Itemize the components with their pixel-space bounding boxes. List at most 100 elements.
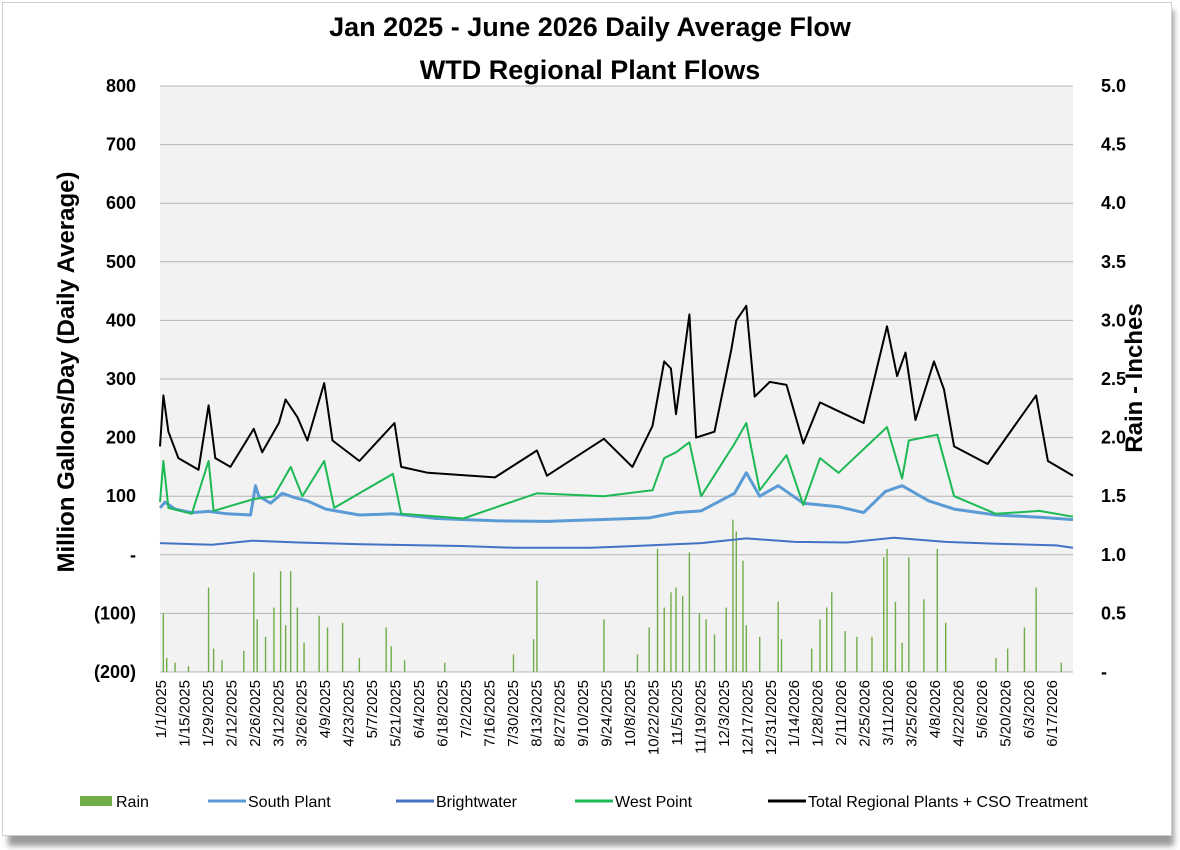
rain-bar xyxy=(253,572,255,672)
x-tick-label: 5/20/2026 xyxy=(997,680,1014,747)
y-tick-left: 300 xyxy=(106,369,136,389)
legend-label: West Point xyxy=(615,794,693,811)
rain-bar xyxy=(856,636,858,672)
x-tick-label: 3/12/2025 xyxy=(270,680,287,747)
rain-bar xyxy=(390,646,392,672)
rain-bar xyxy=(358,657,361,672)
x-tick-label: 5/21/2025 xyxy=(388,680,405,747)
x-tick-label: 1/28/2026 xyxy=(810,680,827,747)
series-line-brightwater xyxy=(159,536,1074,549)
rain-bar xyxy=(648,627,650,672)
rain-bar xyxy=(512,654,515,672)
y-tick-right: 1.0 xyxy=(1101,545,1126,565)
rain-bar xyxy=(279,571,282,672)
y-tick-right: 3.5 xyxy=(1101,252,1126,272)
x-tick-label: 2/25/2026 xyxy=(857,680,874,747)
rain-bar xyxy=(871,636,873,672)
rain-bar xyxy=(1035,587,1037,672)
chart-subtitle: WTD Regional Plant Flows xyxy=(419,55,761,85)
legend-label: Brightwater xyxy=(436,794,518,811)
x-tick-label: 8/13/2025 xyxy=(528,680,545,747)
x-tick-label: 4/22/2026 xyxy=(950,680,967,747)
legend-label: Total Regional Plants + CSO Treatment xyxy=(808,794,1088,811)
x-tick-label: 2/26/2025 xyxy=(247,680,264,747)
x-tick-label: 12/17/2025 xyxy=(739,680,756,755)
rain-bar xyxy=(819,619,821,672)
x-tick-label: 4/8/2026 xyxy=(927,680,944,738)
rain-bar xyxy=(1006,648,1009,672)
rain-bar xyxy=(688,552,691,672)
x-tick-label: 6/3/2026 xyxy=(1021,680,1038,738)
y-tick-right: 4.5 xyxy=(1101,135,1126,155)
x-tick-label: 12/3/2025 xyxy=(716,680,733,747)
y-tick-left: (200) xyxy=(94,662,136,682)
rain-bar xyxy=(532,639,535,672)
rain-bar xyxy=(936,548,939,672)
y-tick-left: (100) xyxy=(94,603,136,623)
legend-swatch-rain xyxy=(80,796,112,806)
rain-bar xyxy=(735,531,737,672)
x-tick-label: 2/11/2026 xyxy=(833,680,850,746)
rain-bar xyxy=(341,622,344,672)
rain-bar xyxy=(725,607,727,672)
x-tick-label: 1/15/2025 xyxy=(176,680,193,747)
rain-bar xyxy=(923,599,925,672)
rain-bar xyxy=(166,657,168,672)
rain-bar xyxy=(162,613,165,672)
x-tick-label: 3/25/2026 xyxy=(904,680,921,747)
rain-bar xyxy=(207,587,210,672)
rain-bar xyxy=(944,622,947,672)
rain-bar xyxy=(759,636,761,672)
rain-bar xyxy=(1060,662,1062,672)
rain-bar xyxy=(663,607,665,672)
x-tick-label: 10/8/2025 xyxy=(622,680,639,747)
rain-bar xyxy=(273,607,275,672)
x-tick-label: 1/14/2026 xyxy=(786,680,803,747)
x-tick-label: 11/5/2025 xyxy=(669,680,686,746)
x-tick-label: 1/29/2025 xyxy=(200,680,217,747)
y-tick-right: 2.0 xyxy=(1101,428,1126,448)
rain-bar xyxy=(385,627,387,672)
rain-bar xyxy=(318,615,320,672)
y-tick-right: 2.5 xyxy=(1101,369,1126,389)
rain-bar xyxy=(844,630,846,672)
rain-bar xyxy=(894,601,897,672)
rain-bar xyxy=(403,660,406,672)
x-tick-label: 7/30/2025 xyxy=(505,680,522,747)
rain-bar xyxy=(670,592,672,672)
rain-bar xyxy=(1023,627,1026,672)
rain-bar xyxy=(810,648,813,672)
rain-bar xyxy=(221,660,223,672)
x-tick-label: 6/18/2025 xyxy=(434,680,451,747)
rain-bar xyxy=(536,580,538,672)
x-tick-label: 4/23/2025 xyxy=(341,680,358,747)
y-tick-left: 100 xyxy=(106,486,136,506)
rain-bar xyxy=(212,648,215,672)
legend-label: Rain xyxy=(116,794,149,811)
x-tick-label: 2/12/2025 xyxy=(223,680,240,747)
y-tick-right: 4.0 xyxy=(1101,193,1126,213)
rain-bar xyxy=(777,601,779,672)
x-tick-label: 7/2/2025 xyxy=(458,680,475,738)
rain-bar xyxy=(742,560,744,672)
rain-bar xyxy=(243,650,245,672)
rain-bar xyxy=(656,548,659,672)
y-tick-left: 200 xyxy=(106,428,136,448)
x-tick-label: 3/11/2026 xyxy=(880,680,897,746)
rain-bar xyxy=(780,639,783,672)
rain-bar xyxy=(826,607,828,672)
y-tick-right: 0.5 xyxy=(1101,603,1126,623)
x-tick-label: 5/6/2026 xyxy=(974,680,991,738)
x-tick-label: 1/1/2025 xyxy=(153,680,170,738)
rain-bar xyxy=(713,634,716,672)
rain-bar xyxy=(995,657,997,672)
x-tick-label: 5/7/2025 xyxy=(364,680,381,738)
y-tick-right: 1.5 xyxy=(1101,486,1126,506)
rain-bar xyxy=(603,619,605,672)
legend-label: South Plant xyxy=(248,794,331,811)
rain-bar xyxy=(284,625,287,672)
rain-bar xyxy=(296,607,299,672)
y-tick-left: 800 xyxy=(106,76,136,96)
rain-bar xyxy=(882,557,885,672)
